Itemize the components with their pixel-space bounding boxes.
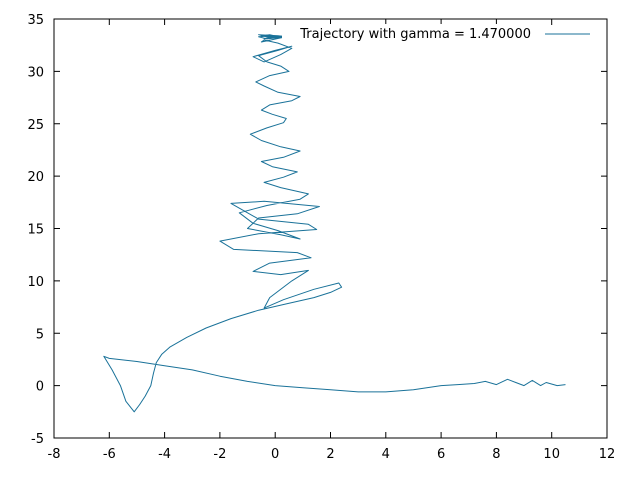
x-tick-label: 6 <box>437 447 445 462</box>
x-tick-label: 8 <box>492 447 500 462</box>
y-tick-label: 15 <box>27 223 44 238</box>
series-layer <box>103 34 566 413</box>
trajectory-line <box>103 34 566 413</box>
legend-background <box>282 24 532 42</box>
y-tick-label: 20 <box>27 170 44 185</box>
y-tick-label: -5 <box>31 432 44 447</box>
x-tick-label: -2 <box>213 447 226 462</box>
legend: Trajectory with gamma = 1.470000 <box>282 24 590 42</box>
x-tick-label: -4 <box>158 447 171 462</box>
y-tick-label: 0 <box>36 380 44 395</box>
y-tick-label: 30 <box>27 65 44 80</box>
x-tick-label: -6 <box>103 447 116 462</box>
legend-label: Trajectory with gamma = 1.470000 <box>299 27 531 42</box>
x-tick-label: 0 <box>271 447 279 462</box>
y-tick-label: 25 <box>27 118 44 133</box>
y-tick-label: 35 <box>27 13 44 28</box>
y-tick-label: 5 <box>36 327 44 342</box>
plot-frame <box>53 18 608 439</box>
x-tick-label: -8 <box>48 447 61 462</box>
x-tick-label: 12 <box>599 447 616 462</box>
x-tick-label: 2 <box>326 447 334 462</box>
y-tick-label: 10 <box>27 275 44 290</box>
x-tick-label: 10 <box>543 447 560 462</box>
x-tick-label: 4 <box>382 447 390 462</box>
ticks-layer: -8 -6 -4 -2 0 2 4 6 8 10 12 -5 0 5 10 15 20 25 30 35 <box>27 13 615 462</box>
